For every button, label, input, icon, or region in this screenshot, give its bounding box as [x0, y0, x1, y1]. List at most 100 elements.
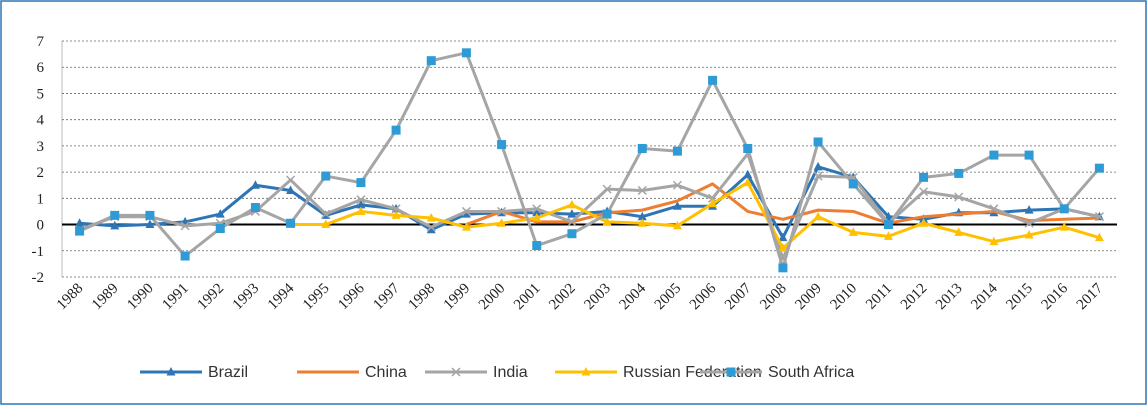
marker	[180, 221, 190, 231]
marker	[321, 219, 331, 229]
marker	[813, 171, 823, 181]
marker	[989, 204, 999, 214]
marker	[637, 211, 647, 221]
marker	[497, 218, 507, 227]
marker	[672, 180, 682, 190]
marker	[778, 243, 788, 252]
marker	[321, 209, 331, 219]
marker	[1094, 163, 1104, 173]
marker	[286, 185, 296, 194]
marker	[321, 171, 331, 181]
marker	[1024, 230, 1034, 239]
marker	[567, 199, 577, 209]
marker	[708, 198, 718, 208]
marker	[532, 241, 542, 251]
y-tick-label: -1	[32, 244, 45, 260]
marker	[461, 222, 471, 231]
legend-label: India	[493, 364, 528, 381]
marker	[637, 218, 647, 227]
marker	[954, 168, 964, 178]
marker	[356, 178, 366, 188]
series-line	[290, 181, 1100, 250]
marker	[581, 367, 591, 376]
marker	[672, 220, 682, 230]
marker	[743, 169, 753, 179]
marker	[286, 218, 296, 228]
marker	[497, 140, 507, 150]
y-tick-label: 5	[37, 86, 45, 102]
marker	[532, 204, 542, 214]
marker	[883, 220, 893, 230]
marker	[778, 263, 788, 273]
marker	[532, 207, 542, 217]
marker	[567, 217, 577, 227]
marker	[356, 199, 366, 209]
marker	[497, 206, 507, 216]
marker	[451, 367, 461, 377]
marker	[391, 204, 401, 214]
y-tick-label: 2	[37, 165, 45, 181]
marker	[461, 206, 471, 216]
y-tick-label: -2	[32, 270, 45, 286]
marker	[602, 184, 612, 194]
marker	[250, 203, 260, 213]
series-line	[78, 51, 1101, 270]
marker	[848, 227, 858, 236]
marker	[145, 219, 155, 229]
marker	[356, 195, 366, 205]
marker	[1024, 205, 1034, 214]
marker	[637, 144, 647, 154]
marker	[1024, 218, 1034, 228]
marker	[286, 175, 296, 185]
legend-label: China	[365, 364, 407, 381]
marker	[166, 367, 176, 376]
marker	[813, 137, 823, 147]
marker	[848, 179, 858, 189]
marker	[391, 210, 401, 219]
series-line	[79, 152, 1100, 261]
marker	[1059, 222, 1069, 231]
marker	[919, 172, 929, 182]
marker	[919, 218, 929, 227]
series	[75, 48, 1104, 273]
marker	[180, 251, 190, 261]
marker	[215, 209, 225, 218]
series	[286, 177, 1104, 252]
marker	[215, 223, 225, 233]
marker	[461, 48, 471, 58]
marker	[75, 226, 85, 236]
marker	[954, 227, 964, 236]
legend-label: Brazil	[208, 364, 248, 381]
marker	[250, 180, 260, 189]
y-tick-label: 7	[37, 34, 45, 50]
marker	[726, 367, 736, 377]
y-tick-label: 4	[37, 113, 45, 129]
y-tick-label: 3	[37, 139, 45, 155]
marker	[145, 210, 155, 220]
y-tick-label: 0	[37, 218, 45, 234]
marker	[426, 222, 436, 232]
marker	[602, 216, 612, 226]
marker	[919, 187, 929, 197]
marker	[672, 146, 682, 156]
marker	[708, 75, 718, 85]
marker	[989, 236, 999, 246]
marker	[1059, 204, 1069, 214]
marker	[743, 144, 753, 154]
marker	[567, 209, 577, 218]
y-tick-label: 6	[37, 60, 45, 76]
marker	[637, 185, 647, 195]
marker	[813, 211, 823, 221]
marker	[883, 231, 893, 240]
marker	[1094, 232, 1104, 242]
marker	[110, 210, 120, 220]
marker	[743, 177, 753, 187]
marker	[461, 209, 471, 218]
marker	[778, 232, 788, 242]
marker	[602, 209, 612, 219]
marker	[426, 56, 436, 66]
marker	[110, 220, 120, 230]
marker	[954, 192, 964, 202]
